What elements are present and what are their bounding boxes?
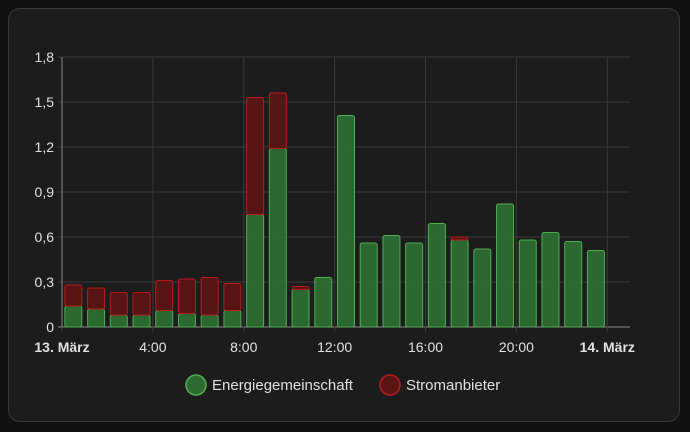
bar-energiegemeinschaft[interactable] xyxy=(427,223,446,328)
y-tick-label: 0,9 xyxy=(35,184,55,200)
bar-energiegemeinschaft[interactable] xyxy=(586,250,605,328)
bar-stromanbieter[interactable] xyxy=(177,278,196,314)
bar-energiegemeinschaft[interactable] xyxy=(223,310,242,328)
y-tick-label: 0 xyxy=(46,319,54,335)
bar-energiegemeinschaft[interactable] xyxy=(359,242,378,328)
y-tick-label: 0,6 xyxy=(35,229,55,245)
bar-energiegemeinschaft[interactable] xyxy=(155,310,174,328)
bar-stromanbieter[interactable] xyxy=(223,283,242,311)
x-tick-label: 13. März xyxy=(34,339,89,355)
y-tick-label: 0,3 xyxy=(35,274,55,290)
bar-stromanbieter[interactable] xyxy=(87,287,106,310)
y-axis-ticks: 0 0,3 0,6 0,9 1,2 1,5 1,8 xyxy=(35,49,55,335)
legend[interactable]: Energiegemeinschaft Stromanbieter xyxy=(185,374,500,396)
legend-item-stromanbieter[interactable]: Stromanbieter xyxy=(379,374,500,396)
bar-stromanbieter[interactable] xyxy=(450,236,469,241)
x-tick-label: 8:00 xyxy=(230,339,257,355)
bar-stromanbieter[interactable] xyxy=(291,286,310,290)
bar-energiegemeinschaft[interactable] xyxy=(450,239,469,328)
bar-stromanbieter[interactable] xyxy=(109,292,128,316)
bar-stromanbieter[interactable] xyxy=(64,284,83,307)
bar-stromanbieter[interactable] xyxy=(268,92,287,149)
y-tick-label: 1,5 xyxy=(35,94,55,110)
x-tick-label: 14. März xyxy=(580,339,635,355)
bar-energiegemeinschaft[interactable] xyxy=(200,314,219,328)
bar-energiegemeinschaft[interactable] xyxy=(268,148,287,328)
legend-swatch-stromanbieter xyxy=(379,374,401,396)
bar-energiegemeinschaft[interactable] xyxy=(87,308,106,328)
bar-energiegemeinschaft[interactable] xyxy=(337,115,355,328)
y-tick-label: 1,8 xyxy=(35,49,55,65)
bar-energiegemeinschaft[interactable] xyxy=(246,214,265,328)
bar-energiegemeinschaft[interactable] xyxy=(405,242,424,328)
bar-stromanbieter[interactable] xyxy=(246,97,265,215)
bar-energiegemeinschaft[interactable] xyxy=(496,203,515,328)
bars xyxy=(64,92,605,328)
bar-stromanbieter[interactable] xyxy=(200,277,219,316)
legend-label-stromanbieter: Stromanbieter xyxy=(406,377,500,394)
bar-energiegemeinschaft[interactable] xyxy=(473,248,492,328)
x-tick-label: 4:00 xyxy=(139,339,166,355)
bar-energiegemeinschaft[interactable] xyxy=(109,314,128,328)
bar-energiegemeinschaft[interactable] xyxy=(314,277,333,328)
y-tick-label: 1,2 xyxy=(35,139,55,155)
bar-stromanbieter[interactable] xyxy=(155,280,174,311)
legend-item-energiegemeinschaft[interactable]: Energiegemeinschaft xyxy=(185,374,354,396)
x-axis-ticks: 13. März 4:00 8:00 12:00 16:00 20:00 14. März xyxy=(34,339,635,355)
bar-energiegemeinschaft[interactable] xyxy=(541,232,560,328)
bar-energiegemeinschaft[interactable] xyxy=(382,235,401,328)
bar-stromanbieter[interactable] xyxy=(132,292,151,316)
legend-label-energiegemeinschaft: Energiegemeinschaft xyxy=(212,377,354,394)
bar-energiegemeinschaft[interactable] xyxy=(177,313,196,328)
bar-energiegemeinschaft[interactable] xyxy=(564,241,583,328)
bar-energiegemeinschaft[interactable] xyxy=(518,239,537,328)
x-tick-label: 12:00 xyxy=(317,339,352,355)
bar-energiegemeinschaft[interactable] xyxy=(64,305,83,328)
bar-energiegemeinschaft[interactable] xyxy=(291,289,310,328)
x-tick-label: 16:00 xyxy=(408,339,443,355)
x-tick-label: 20:00 xyxy=(499,339,534,355)
legend-swatch-energiegemeinschaft xyxy=(185,374,207,396)
bar-energiegemeinschaft[interactable] xyxy=(132,314,151,328)
